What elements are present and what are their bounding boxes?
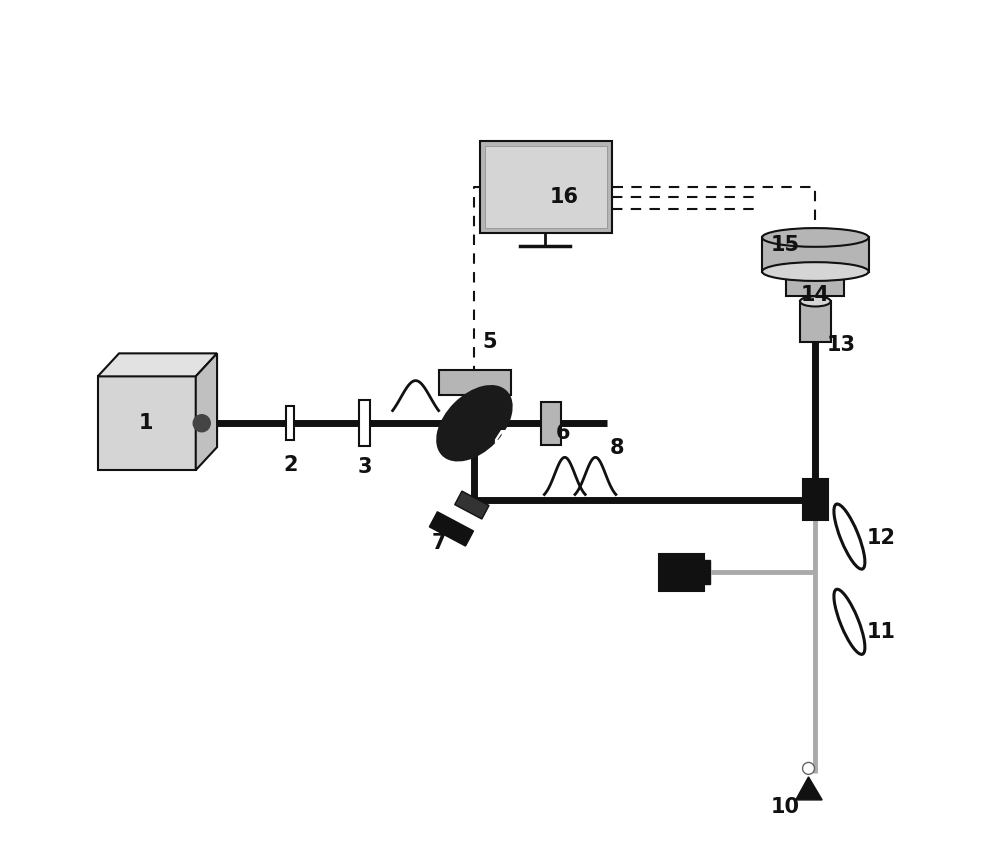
Ellipse shape: [834, 504, 865, 569]
FancyBboxPatch shape: [480, 141, 612, 233]
Polygon shape: [455, 491, 489, 519]
Text: 14: 14: [801, 286, 830, 305]
Text: 9: 9: [659, 559, 673, 579]
Text: 12: 12: [866, 528, 895, 548]
FancyBboxPatch shape: [98, 376, 196, 470]
Text: 6: 6: [556, 423, 570, 444]
Text: 3: 3: [357, 457, 372, 477]
Text: 15: 15: [771, 235, 800, 255]
Ellipse shape: [800, 297, 831, 306]
FancyBboxPatch shape: [286, 406, 294, 440]
FancyBboxPatch shape: [786, 278, 844, 297]
Text: 2: 2: [283, 455, 298, 475]
Polygon shape: [796, 777, 822, 800]
Circle shape: [193, 415, 210, 432]
Ellipse shape: [834, 589, 865, 654]
Text: 16: 16: [549, 187, 578, 208]
Circle shape: [803, 763, 814, 775]
FancyBboxPatch shape: [659, 554, 704, 591]
FancyBboxPatch shape: [359, 400, 370, 446]
Text: 7: 7: [431, 533, 446, 552]
FancyBboxPatch shape: [541, 402, 561, 445]
Text: 8: 8: [610, 438, 624, 458]
FancyBboxPatch shape: [800, 301, 831, 342]
Text: 1: 1: [139, 413, 154, 433]
FancyBboxPatch shape: [803, 480, 828, 520]
FancyBboxPatch shape: [702, 560, 710, 584]
Polygon shape: [429, 512, 473, 546]
Text: 5: 5: [482, 333, 497, 352]
FancyBboxPatch shape: [762, 238, 869, 272]
Text: 11: 11: [866, 622, 895, 642]
Ellipse shape: [437, 386, 512, 461]
Text: 4: 4: [493, 430, 507, 451]
FancyBboxPatch shape: [439, 369, 511, 395]
Text: 10: 10: [771, 797, 800, 817]
Ellipse shape: [762, 228, 869, 247]
Polygon shape: [196, 353, 217, 470]
Text: 13: 13: [826, 335, 855, 355]
FancyBboxPatch shape: [485, 146, 607, 228]
Polygon shape: [98, 353, 217, 376]
Ellipse shape: [762, 262, 869, 281]
